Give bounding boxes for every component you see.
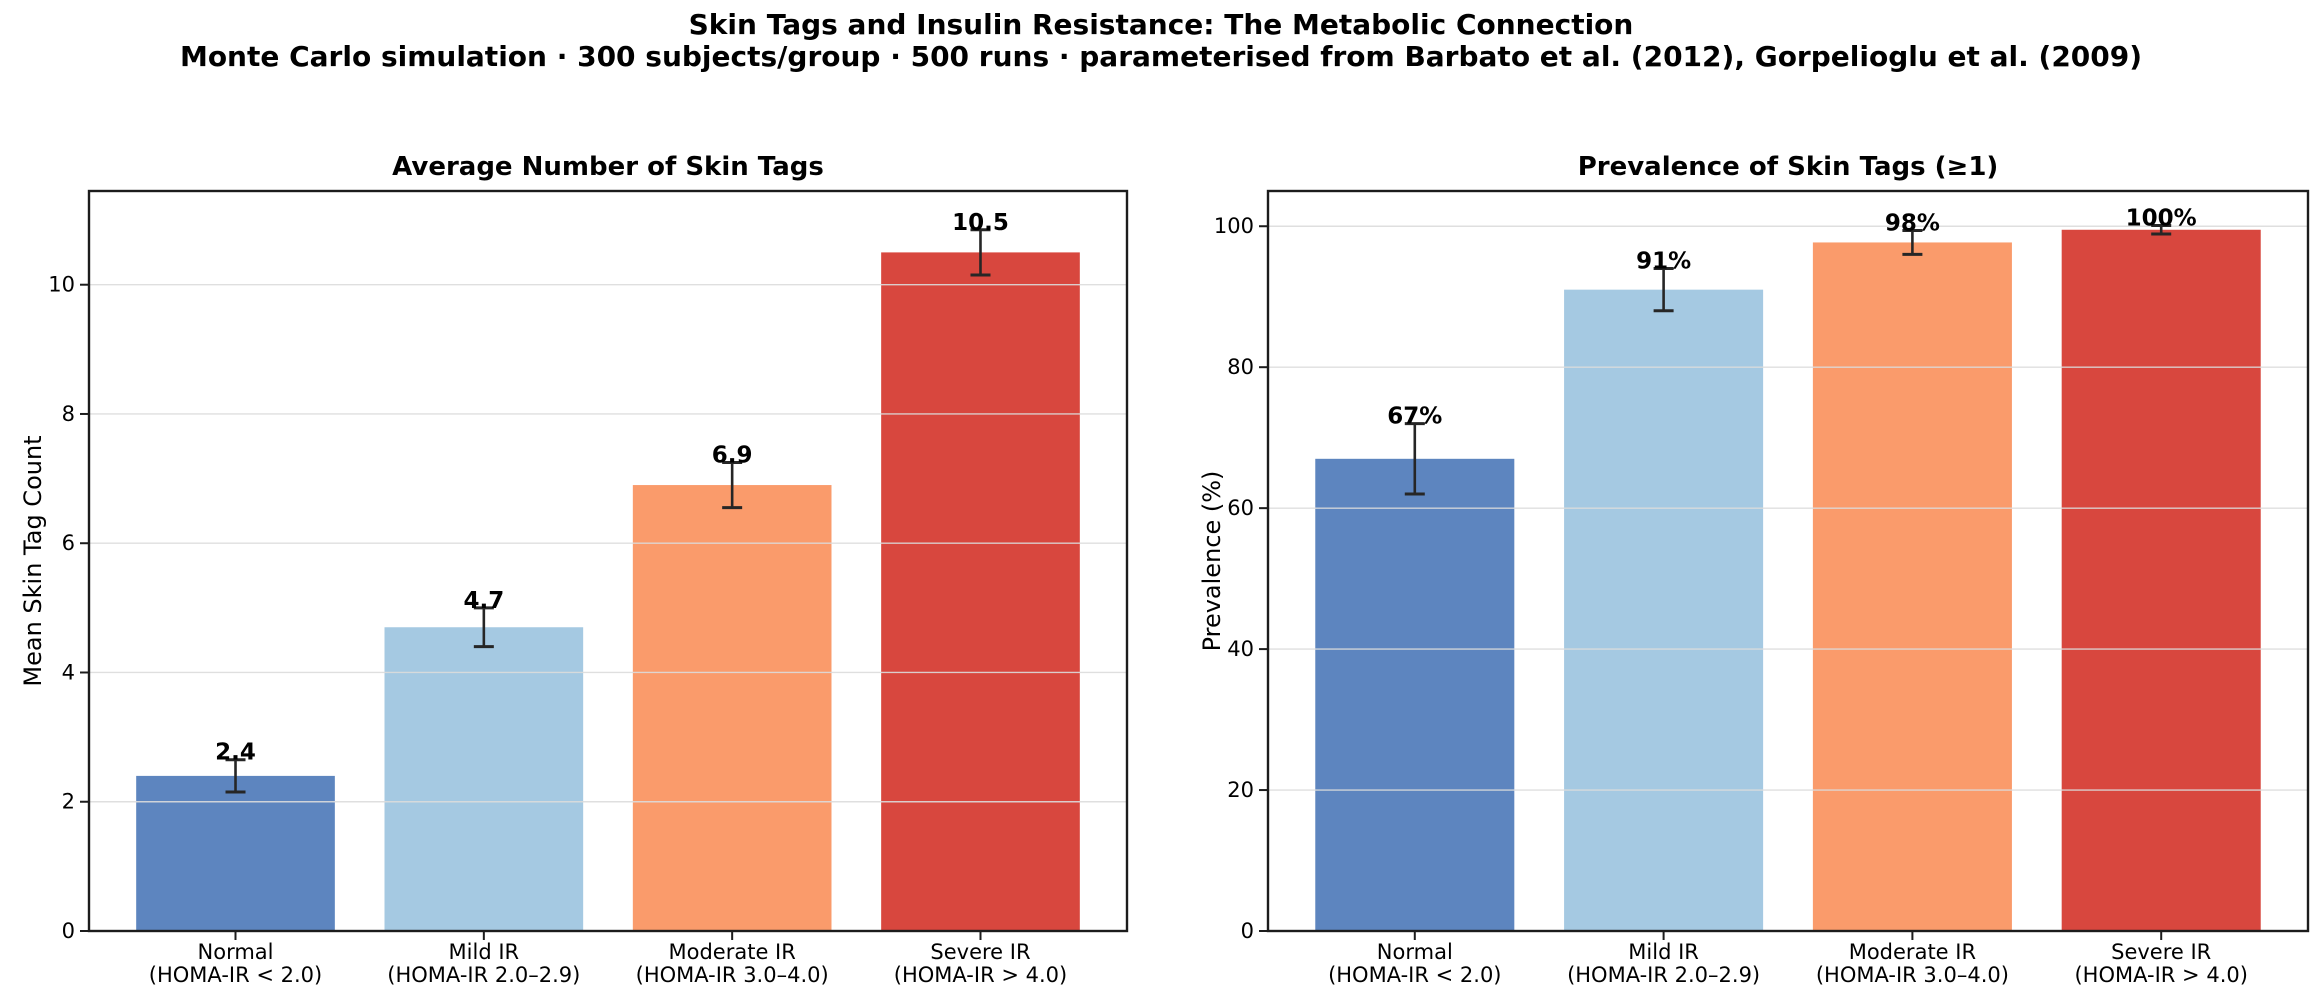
y-tick-label: 0: [62, 919, 75, 943]
x-tick-label-line1: Severe IR: [930, 940, 1030, 964]
x-tick-label-line2: (HOMA-IR 3.0–4.0): [636, 963, 829, 987]
x-tick-label-line1: Moderate IR: [1849, 940, 1976, 964]
y-tick-label: 2: [62, 790, 75, 814]
bar: [136, 775, 335, 931]
figure-subtitle: Monte Carlo simulation · 300 subjects/gr…: [179, 40, 2143, 73]
bar: [632, 485, 832, 931]
y-tick-label: 60: [1227, 496, 1254, 520]
x-tick-label-line1: Normal: [1377, 940, 1453, 964]
bar-value-label: 2.4: [215, 740, 256, 766]
y-tick-label: 0: [1241, 919, 1254, 943]
bar: [1564, 289, 1764, 932]
figure-title: Skin Tags and Insulin Resistance: The Me…: [688, 8, 1634, 41]
x-tick-label-line2: (HOMA-IR > 4.0): [2074, 963, 2247, 987]
y-tick-label: 80: [1227, 355, 1254, 379]
bar: [2061, 229, 2261, 931]
y-tick-label: 8: [62, 402, 75, 426]
bar-value-label: 67%: [1387, 404, 1442, 430]
x-tick-label-line1: Mild IR: [1628, 940, 1699, 964]
x-tick-label-line1: Mild IR: [449, 940, 520, 964]
y-tick-label: 4: [62, 660, 75, 684]
bar-value-label: 10.5: [952, 210, 1009, 236]
bar: [1812, 242, 2012, 931]
bar: [1315, 458, 1515, 931]
bar: [384, 627, 584, 931]
x-tick-label-line2: (HOMA-IR > 4.0): [894, 963, 1067, 987]
left-chart-title: Average Number of Skin Tags: [392, 152, 824, 182]
x-tick-label-line1: Normal: [198, 940, 274, 964]
bar-value-label: 4.7: [463, 588, 504, 614]
right-chart-title: Prevalence of Skin Tags (≥1): [1577, 152, 1999, 182]
bar-value-label: 91%: [1636, 249, 1691, 275]
bar-value-label: 100%: [2126, 206, 2197, 232]
y-tick-label: 100: [1214, 214, 1254, 238]
x-tick-label-line2: (HOMA-IR 3.0–4.0): [1816, 963, 2009, 987]
y-tick-label: 6: [62, 531, 75, 555]
bar-value-label: 98%: [1885, 210, 1940, 236]
bar-value-label: 6.9: [712, 442, 753, 468]
x-tick-label-line1: Severe IR: [2111, 940, 2211, 964]
plot-border: [87, 189, 1129, 933]
y-tick-label: 20: [1227, 778, 1254, 802]
plot-border: [1266, 189, 2310, 933]
x-tick-label-line2: (HOMA-IR < 2.0): [1328, 963, 1501, 987]
x-tick-label-line2: (HOMA-IR 2.0–2.9): [387, 963, 580, 987]
x-tick-label-line1: Moderate IR: [668, 940, 795, 964]
x-tick-label-line2: (HOMA-IR 2.0–2.9): [1567, 963, 1760, 987]
y-tick-label: 10: [48, 273, 75, 297]
y-tick-label: 40: [1227, 637, 1254, 661]
x-tick-label-line2: (HOMA-IR < 2.0): [149, 963, 322, 987]
bar: [881, 252, 1080, 931]
